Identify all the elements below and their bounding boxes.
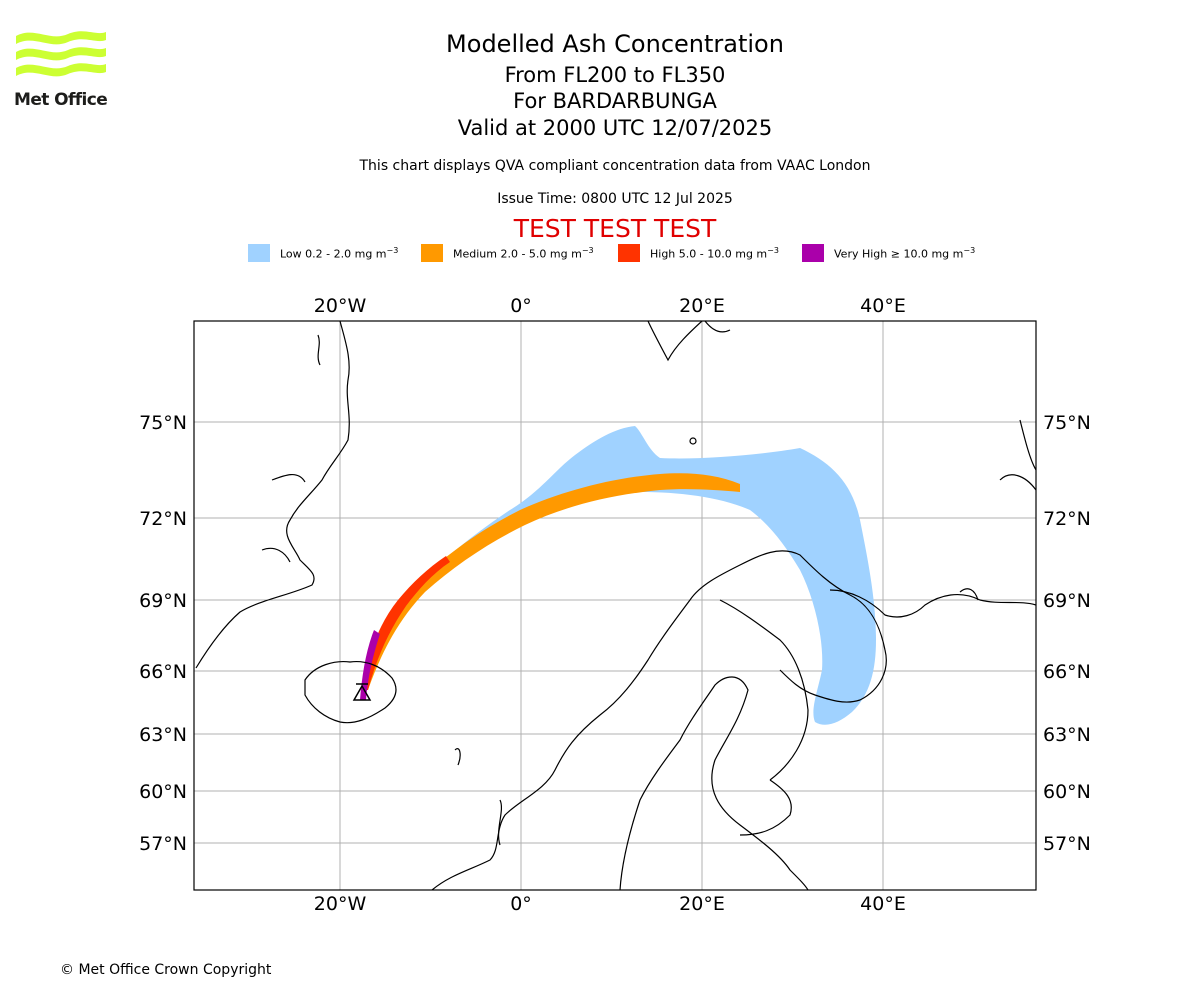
- met-office-wave-logo-icon: [16, 31, 106, 77]
- legend-unit-power: −3: [767, 246, 779, 255]
- copyright: © Met Office Crown Copyright: [60, 962, 272, 978]
- lon-label-bottom: 40°E: [860, 893, 906, 915]
- issue-time: Issue Time: 0800 UTC 12 Jul 2025: [497, 191, 733, 207]
- legend-label: Low 0.2 - 2.0 mg m: [280, 247, 387, 261]
- lat-label-left: 57°N: [139, 833, 187, 855]
- ash-plume-high: [362, 556, 450, 690]
- scandinavia-coast: [431, 550, 887, 890]
- lat-label-right: 72°N: [1043, 508, 1091, 530]
- lon-label-top: 20°E: [679, 295, 725, 317]
- valid-time: Valid at 2000 UTC 12/07/2025: [457, 116, 773, 140]
- lat-label-right: 60°N: [1043, 781, 1091, 803]
- lat-label-left: 72°N: [139, 508, 187, 530]
- volcano-name: For BARDARBUNGA: [513, 89, 717, 113]
- lon-label-top: 40°E: [860, 295, 906, 317]
- ash-plume-low: [362, 426, 876, 725]
- map-gridlines: [194, 321, 1036, 890]
- flight-levels: From FL200 to FL350: [504, 63, 726, 87]
- lon-label-bottom: 20°E: [679, 893, 725, 915]
- legend-unit-power: −3: [386, 246, 399, 255]
- lon-label-top: 0°: [510, 295, 532, 317]
- logo-text: Met Office: [14, 90, 108, 110]
- legend-swatch: [421, 244, 443, 262]
- lon-label-top: 20°W: [314, 295, 367, 317]
- lat-label-left: 63°N: [139, 724, 187, 746]
- legend-label: Medium 2.0 - 5.0 mg m: [453, 247, 582, 261]
- description: This chart displays QVA compliant concen…: [359, 158, 871, 174]
- legend-unit-power: −3: [963, 246, 976, 255]
- legend-unit-power: −3: [581, 246, 594, 255]
- iceland-coast: [304, 660, 397, 724]
- map-frame: [193, 320, 1037, 891]
- volcano-triangle-icon: [352, 683, 372, 701]
- met-office-logo: Met Office: [12, 28, 110, 112]
- test-banner: TEST TEST TEST: [513, 214, 717, 243]
- lat-label-right: 69°N: [1043, 590, 1091, 612]
- ash-plume-very-high: [360, 630, 380, 700]
- lat-label-right: 75°N: [1043, 412, 1091, 434]
- coastlines: [195, 321, 1036, 890]
- legend-label: Very High ≥ 10.0 mg m: [834, 247, 964, 261]
- lat-label-left: 69°N: [139, 590, 187, 612]
- chart-title: Modelled Ash Concentration: [446, 30, 784, 58]
- lon-label-bottom: 0°: [510, 893, 532, 915]
- legend-swatch: [248, 244, 270, 262]
- lat-label-right: 66°N: [1043, 661, 1091, 683]
- lon-label-bottom: 20°W: [314, 893, 367, 915]
- legend-swatch: [618, 244, 640, 262]
- lat-label-left: 66°N: [139, 661, 187, 683]
- legend-label: High 5.0 - 10.0 mg m: [650, 247, 768, 261]
- legend-swatch: [802, 244, 824, 262]
- lat-label-right: 57°N: [1043, 833, 1091, 855]
- lat-label-right: 63°N: [1043, 724, 1091, 746]
- lat-label-left: 75°N: [139, 412, 187, 434]
- lat-label-left: 60°N: [139, 781, 187, 803]
